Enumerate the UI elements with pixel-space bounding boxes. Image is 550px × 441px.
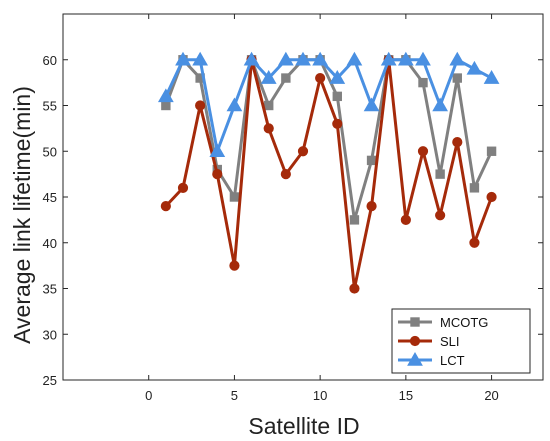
y-tick-label: 40	[43, 236, 57, 251]
data-point-sli	[417, 146, 429, 157]
y-tick-label: 25	[43, 373, 57, 388]
legend-label-lct: LCT	[440, 353, 465, 368]
data-point-lct	[466, 60, 483, 75]
y-tick-label: 30	[43, 327, 57, 342]
data-point-lct	[175, 51, 191, 66]
data-point-lct	[397, 51, 414, 66]
data-point-mcotg	[349, 215, 360, 225]
data-point-lct	[209, 143, 226, 158]
data-point-sli	[435, 210, 446, 221]
data-point-lct	[329, 70, 346, 84]
data-point-lct	[157, 88, 174, 103]
y-tick-label: 45	[43, 190, 57, 205]
data-point-mcotg	[264, 100, 274, 111]
series-line-lct	[164, 58, 493, 153]
data-point-sli	[315, 72, 326, 84]
data-point-lct	[432, 97, 449, 112]
data-point-lct	[483, 70, 500, 84]
data-point-sli	[280, 169, 291, 180]
data-point-lct	[380, 51, 397, 66]
data-point-sli	[212, 169, 223, 180]
data-point-lct	[243, 51, 260, 66]
x-axis-label: Satellite ID	[248, 413, 359, 439]
series-layer	[157, 51, 500, 294]
data-point-lct	[415, 51, 431, 66]
data-point-sli	[229, 260, 240, 271]
series-line-sli	[164, 58, 493, 290]
data-point-mcotg	[435, 169, 445, 179]
legend-marker-lct	[407, 351, 423, 366]
data-point-mcotg	[332, 91, 342, 102]
data-point-sli	[469, 237, 480, 248]
data-point-sli	[332, 118, 343, 129]
data-point-lct	[277, 51, 294, 66]
legend-label-mcotg: MCOTG	[440, 315, 488, 330]
data-point-sli	[263, 123, 274, 134]
y-axis: 25 30 35 40 45 50 55 60	[43, 53, 543, 388]
x-tick-label: 10	[313, 388, 327, 403]
x-tick-label: 15	[399, 388, 413, 403]
y-tick-label: 50	[43, 144, 57, 159]
data-point-lct	[260, 70, 277, 84]
data-point-sli	[486, 191, 497, 203]
legend-marker-sli	[409, 335, 421, 347]
data-point-lct	[192, 51, 209, 66]
data-point-sli	[349, 283, 360, 294]
series-lct	[157, 51, 500, 158]
x-tick-label: 20	[484, 388, 498, 403]
data-point-mcotg	[366, 155, 377, 166]
data-point-sli	[160, 201, 171, 212]
y-tick-label: 60	[43, 53, 57, 68]
data-point-sli	[366, 201, 377, 212]
series-mcotg	[161, 55, 497, 225]
data-point-mcotg	[486, 146, 497, 156]
y-axis-label: Average link lifetime(min)	[9, 86, 35, 344]
data-point-lct	[312, 51, 329, 66]
data-point-sli	[400, 214, 411, 225]
x-axis: 0 5 10 15 20	[145, 14, 499, 403]
data-point-sli	[297, 146, 309, 157]
data-point-mcotg	[281, 73, 291, 83]
data-point-mcotg	[452, 73, 462, 83]
data-point-sli	[452, 137, 463, 148]
data-point-mcotg	[469, 183, 480, 193]
x-tick-label: 5	[231, 388, 238, 403]
y-tick-label: 55	[43, 99, 57, 114]
data-point-mcotg	[229, 192, 240, 202]
data-point-sli	[195, 100, 206, 111]
data-point-lct	[295, 51, 311, 66]
legend: MCOTG SLI LCT	[391, 308, 531, 374]
data-point-lct	[226, 97, 243, 112]
data-point-lct	[363, 97, 380, 112]
data-point-mcotg	[161, 100, 171, 111]
y-tick-label: 35	[43, 282, 57, 297]
x-tick-label: 0	[145, 388, 152, 403]
legend-label-sli: SLI	[440, 334, 460, 349]
data-point-mcotg	[418, 77, 428, 88]
data-point-lct	[346, 51, 363, 66]
legend-marker-mcotg	[410, 317, 420, 327]
data-point-lct	[449, 51, 466, 66]
data-point-sli	[177, 182, 189, 193]
